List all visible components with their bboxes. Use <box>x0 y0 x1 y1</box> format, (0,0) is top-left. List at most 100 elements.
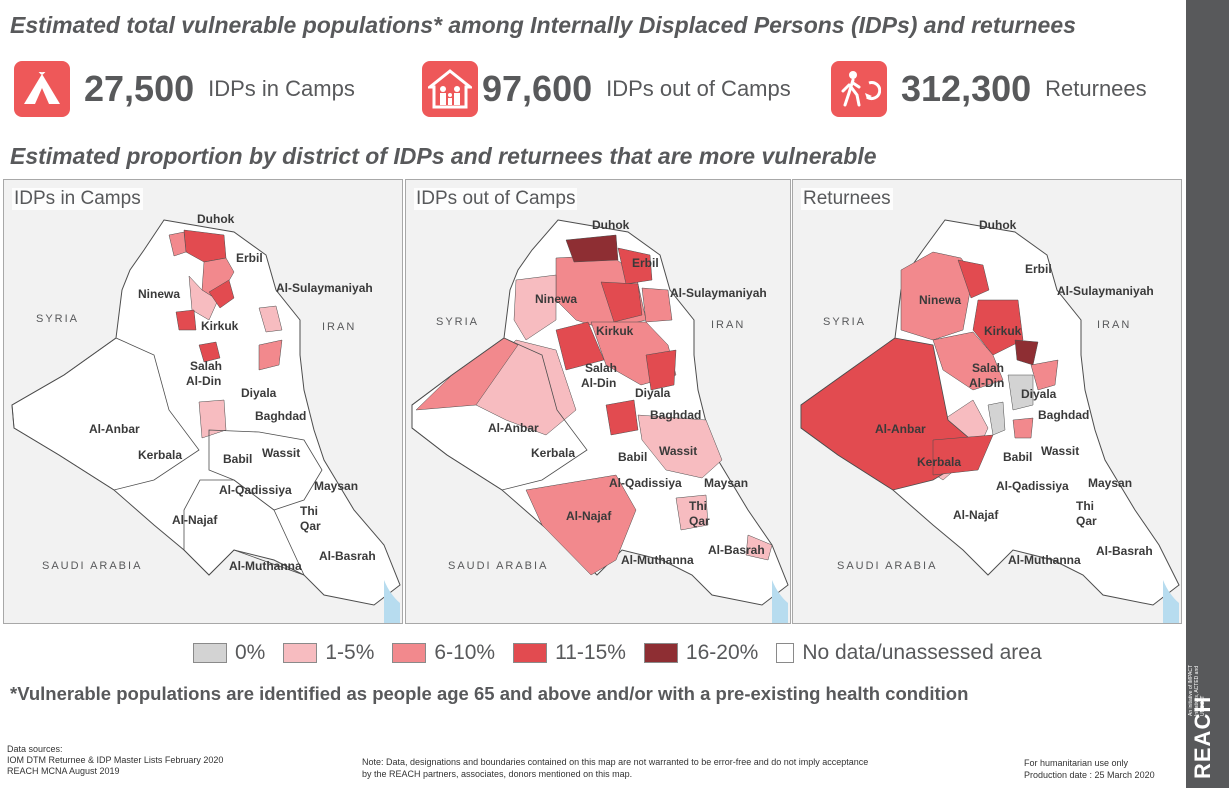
legend-label: 6-10% <box>434 641 496 664</box>
district-label-anbar: Al-Anbar <box>89 422 140 436</box>
legend-item: 16-20% <box>643 641 759 665</box>
map-title: IDPs out of Camps <box>414 188 578 210</box>
stat-idps-out-camps: 97,600 IDPs out of Camps <box>422 60 791 118</box>
district-label-sulaymaniyah: Al-Sulaymaniyah <box>1057 284 1154 298</box>
stat-idps-camps: 27,500 IDPs in Camps <box>14 60 355 118</box>
district-label-qar: Qar <box>300 519 321 533</box>
district-label-kirkuk: Kirkuk <box>984 324 1022 338</box>
district-label-aldin: Al-Din <box>969 376 1004 390</box>
map-title: IDPs in Camps <box>12 188 143 210</box>
legend-label: 1-5% <box>325 641 375 664</box>
legend-swatch <box>643 643 678 663</box>
district-label-aldin: Al-Din <box>581 376 616 390</box>
district-label-kerbala: Kerbala <box>917 455 961 469</box>
stat-returnees: 312,300 Returnees <box>831 60 1147 118</box>
district-label-najaf: Al-Najaf <box>953 508 999 522</box>
sources-heading: Data sources: <box>7 744 63 754</box>
country-label-saudi: SAUDI ARABIA <box>837 560 937 572</box>
district-label-muthanna: Al-Muthanna <box>229 559 302 573</box>
district-label-ninewa: Ninewa <box>535 292 577 306</box>
district-label-thi: Thi <box>689 499 707 513</box>
district-label-erbil: Erbil <box>1025 262 1052 276</box>
district-label-wassit: Wassit <box>1041 444 1079 458</box>
district-label-babil: Babil <box>618 450 647 464</box>
district-label-baghdad: Baghdad <box>1038 408 1089 422</box>
district-label-kirkuk: Kirkuk <box>596 324 634 338</box>
district-label-thi: Thi <box>300 504 318 518</box>
legend-item: 0% <box>193 641 265 665</box>
district-label-maysan: Maysan <box>1088 476 1132 490</box>
district-label-diyala: Diyala <box>241 386 277 400</box>
map-idps-in-camps: SYRIA IRAN SAUDI ARABIA Duhok Erbil Nine… <box>3 179 403 624</box>
district-label-duhok: Duhok <box>197 212 235 226</box>
production-line: Production date : 25 March 2020 <box>1024 770 1155 780</box>
page-title: Estimated total vulnerable populations* … <box>10 12 1076 38</box>
district-label-qadissiya: Al-Qadissiya <box>996 479 1069 493</box>
country-label-saudi: SAUDI ARABIA <box>448 560 548 572</box>
district-label-anbar: Al-Anbar <box>875 422 926 436</box>
country-label-syria: SYRIA <box>436 316 479 328</box>
map-legend: 0% 1-5% 6-10% 11-15% 16-20% No data/unas… <box>193 641 1060 665</box>
district-label-qar: Qar <box>689 514 710 528</box>
country-label-iran: IRAN <box>322 321 356 333</box>
district-label-sulaymaniyah: Al-Sulaymaniyah <box>670 286 767 300</box>
legend-label: 11-15% <box>555 641 626 664</box>
stat-value: 312,300 <box>901 68 1032 109</box>
legend-swatch <box>776 643 795 663</box>
district-label-ninewa: Ninewa <box>138 287 180 301</box>
district-label-baghdad: Baghdad <box>255 409 306 423</box>
legend-swatch <box>513 643 548 663</box>
country-label-syria: SYRIA <box>823 316 866 328</box>
stat-label: IDPs out of Camps <box>606 76 791 101</box>
reach-tagline: An initiative of IMPACT Initiatives, ACT… <box>1188 665 1206 716</box>
legend-swatch <box>283 643 318 663</box>
district-label-babil: Babil <box>223 452 252 466</box>
note-line: by the REACH partners, associates, donor… <box>362 769 633 779</box>
district-label-qadissiya: Al-Qadissiya <box>609 476 682 490</box>
legend-label: 0% <box>235 641 266 664</box>
district-label-kerbala: Kerbala <box>531 446 575 460</box>
note-line: Note: Data, designations and boundaries … <box>362 757 869 767</box>
legend-item: 1-5% <box>283 641 374 665</box>
map-returnees: SYRIA IRAN SAUDI ARABIA Duhok Erbil Nine… <box>792 179 1182 624</box>
district-label-salah: Salah <box>585 361 617 375</box>
district-label-salah: Salah <box>972 361 1004 375</box>
family-house-icon <box>422 61 478 117</box>
district-label-qar: Qar <box>1076 514 1097 528</box>
stat-value: 97,600 <box>482 68 593 109</box>
district-label-wassit: Wassit <box>262 446 300 460</box>
district-label-najaf: Al-Najaf <box>172 513 218 527</box>
district-label-basrah: Al-Basrah <box>319 549 376 563</box>
legend-item: 6-10% <box>392 641 495 665</box>
sources-line: IOM DTM Returnee & IDP Master Lists Febr… <box>7 755 224 765</box>
production-info: For humanitarian use only Production dat… <box>1024 757 1155 781</box>
district-label-najaf: Al-Najaf <box>566 509 612 523</box>
district-label-kirkuk: Kirkuk <box>201 319 239 333</box>
district-label-maysan: Maysan <box>314 479 358 493</box>
district-label-diyala: Diyala <box>1021 387 1057 401</box>
district-label-aldin: Al-Din <box>186 374 221 388</box>
district-label-ninewa: Ninewa <box>919 293 961 307</box>
brand-sidebar <box>1186 0 1229 788</box>
map-title: Returnees <box>801 188 893 210</box>
legend-label: No data/unassessed area <box>802 641 1042 664</box>
district-label-duhok: Duhok <box>979 218 1017 232</box>
district-label-duhok: Duhok <box>592 218 630 232</box>
district-label-basrah: Al-Basrah <box>708 543 765 557</box>
district-label-maysan: Maysan <box>704 476 748 490</box>
district-label-diyala: Diyala <box>635 386 671 400</box>
data-sources: Data sources: IOM DTM Returnee & IDP Mas… <box>7 744 223 777</box>
footnote: *Vulnerable populations are identified a… <box>10 683 969 704</box>
legend-label: 16-20% <box>685 641 759 664</box>
district-label-erbil: Erbil <box>632 256 659 270</box>
stat-label: IDPs in Camps <box>208 76 355 101</box>
district-label-basrah: Al-Basrah <box>1096 544 1153 558</box>
country-label-iran: IRAN <box>711 319 745 331</box>
legend-swatch <box>193 643 227 663</box>
legend-item: 11-15% <box>513 641 626 665</box>
district-label-qadissiya: Al-Qadissiya <box>219 483 292 497</box>
tent-icon <box>14 61 70 117</box>
map-idps-out-of-camps: SYRIA IRAN SAUDI ARABIA Duhok Erbil Nine… <box>405 179 791 624</box>
district-label-anbar: Al-Anbar <box>488 421 539 435</box>
disclaimer-note: Note: Data, designations and boundaries … <box>362 756 962 780</box>
